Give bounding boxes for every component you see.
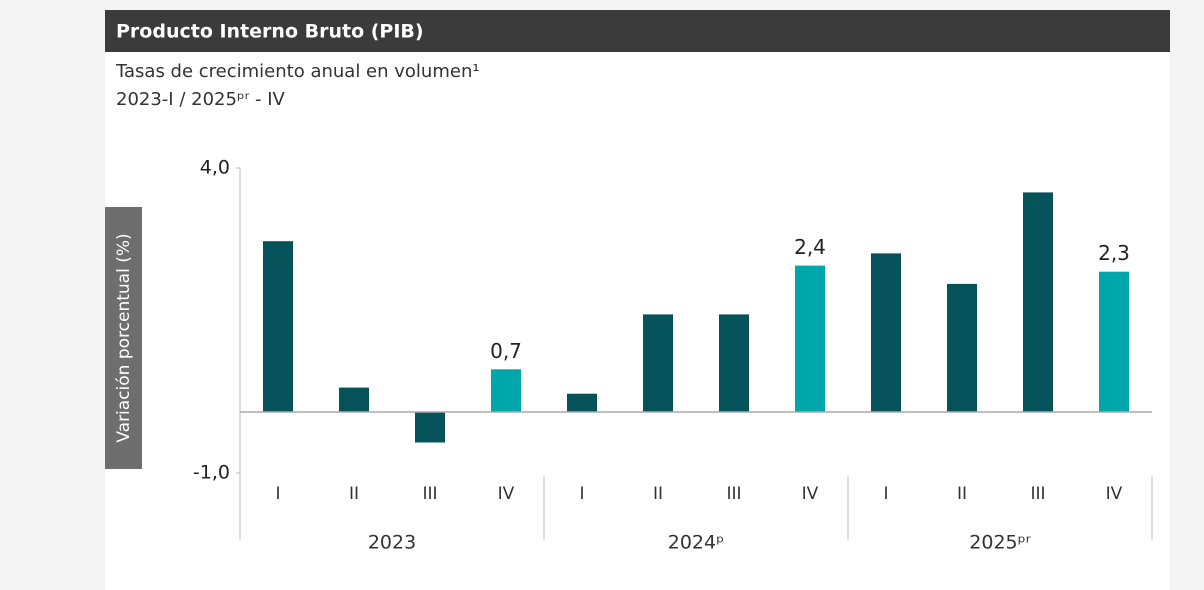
chart-title: Producto Interno Bruto (PIB) (116, 21, 424, 43)
bar (947, 283, 977, 412)
group-label: 2025ᵖʳ (969, 532, 1030, 554)
bar (567, 393, 597, 412)
title-bar (105, 10, 1170, 52)
bar (339, 387, 369, 412)
group-label: 2024ᵖ (668, 532, 725, 554)
x-tick-label: II (349, 484, 359, 504)
subtitle: Tasas de crecimiento anual en volumen¹ (115, 61, 480, 82)
bar (491, 369, 521, 412)
x-tick-label: III (726, 484, 741, 504)
data-label: 2,4 (794, 235, 826, 259)
x-tick-label: III (1030, 484, 1045, 504)
bar (871, 253, 901, 412)
data-label: 0,7 (490, 339, 522, 363)
x-tick-label: IV (1106, 484, 1123, 504)
data-label: 2,3 (1098, 241, 1130, 265)
bar (719, 314, 749, 412)
x-tick-label: I (579, 484, 584, 504)
x-tick-label: IV (498, 484, 515, 504)
bar (1023, 192, 1053, 412)
group-label: 2023 (368, 532, 416, 554)
bar (263, 241, 293, 412)
bar (1099, 271, 1129, 412)
x-tick-label: II (957, 484, 967, 504)
y-tick-label: 4,0 (200, 157, 230, 179)
bar (795, 265, 825, 412)
bar (643, 314, 673, 412)
y-axis-label-box (105, 207, 142, 469)
x-tick-label: I (275, 484, 280, 504)
y-axis-label: Variación porcentual (%) (114, 233, 134, 442)
x-tick-label: I (883, 484, 888, 504)
x-tick-label: III (422, 484, 437, 504)
bar (415, 412, 445, 443)
x-tick-label: II (653, 484, 663, 504)
x-tick-label: IV (802, 484, 819, 504)
y-tick-label: -1,0 (193, 462, 230, 484)
subtitle: 2023-I / 2025ᵖʳ - IV (116, 89, 286, 110)
